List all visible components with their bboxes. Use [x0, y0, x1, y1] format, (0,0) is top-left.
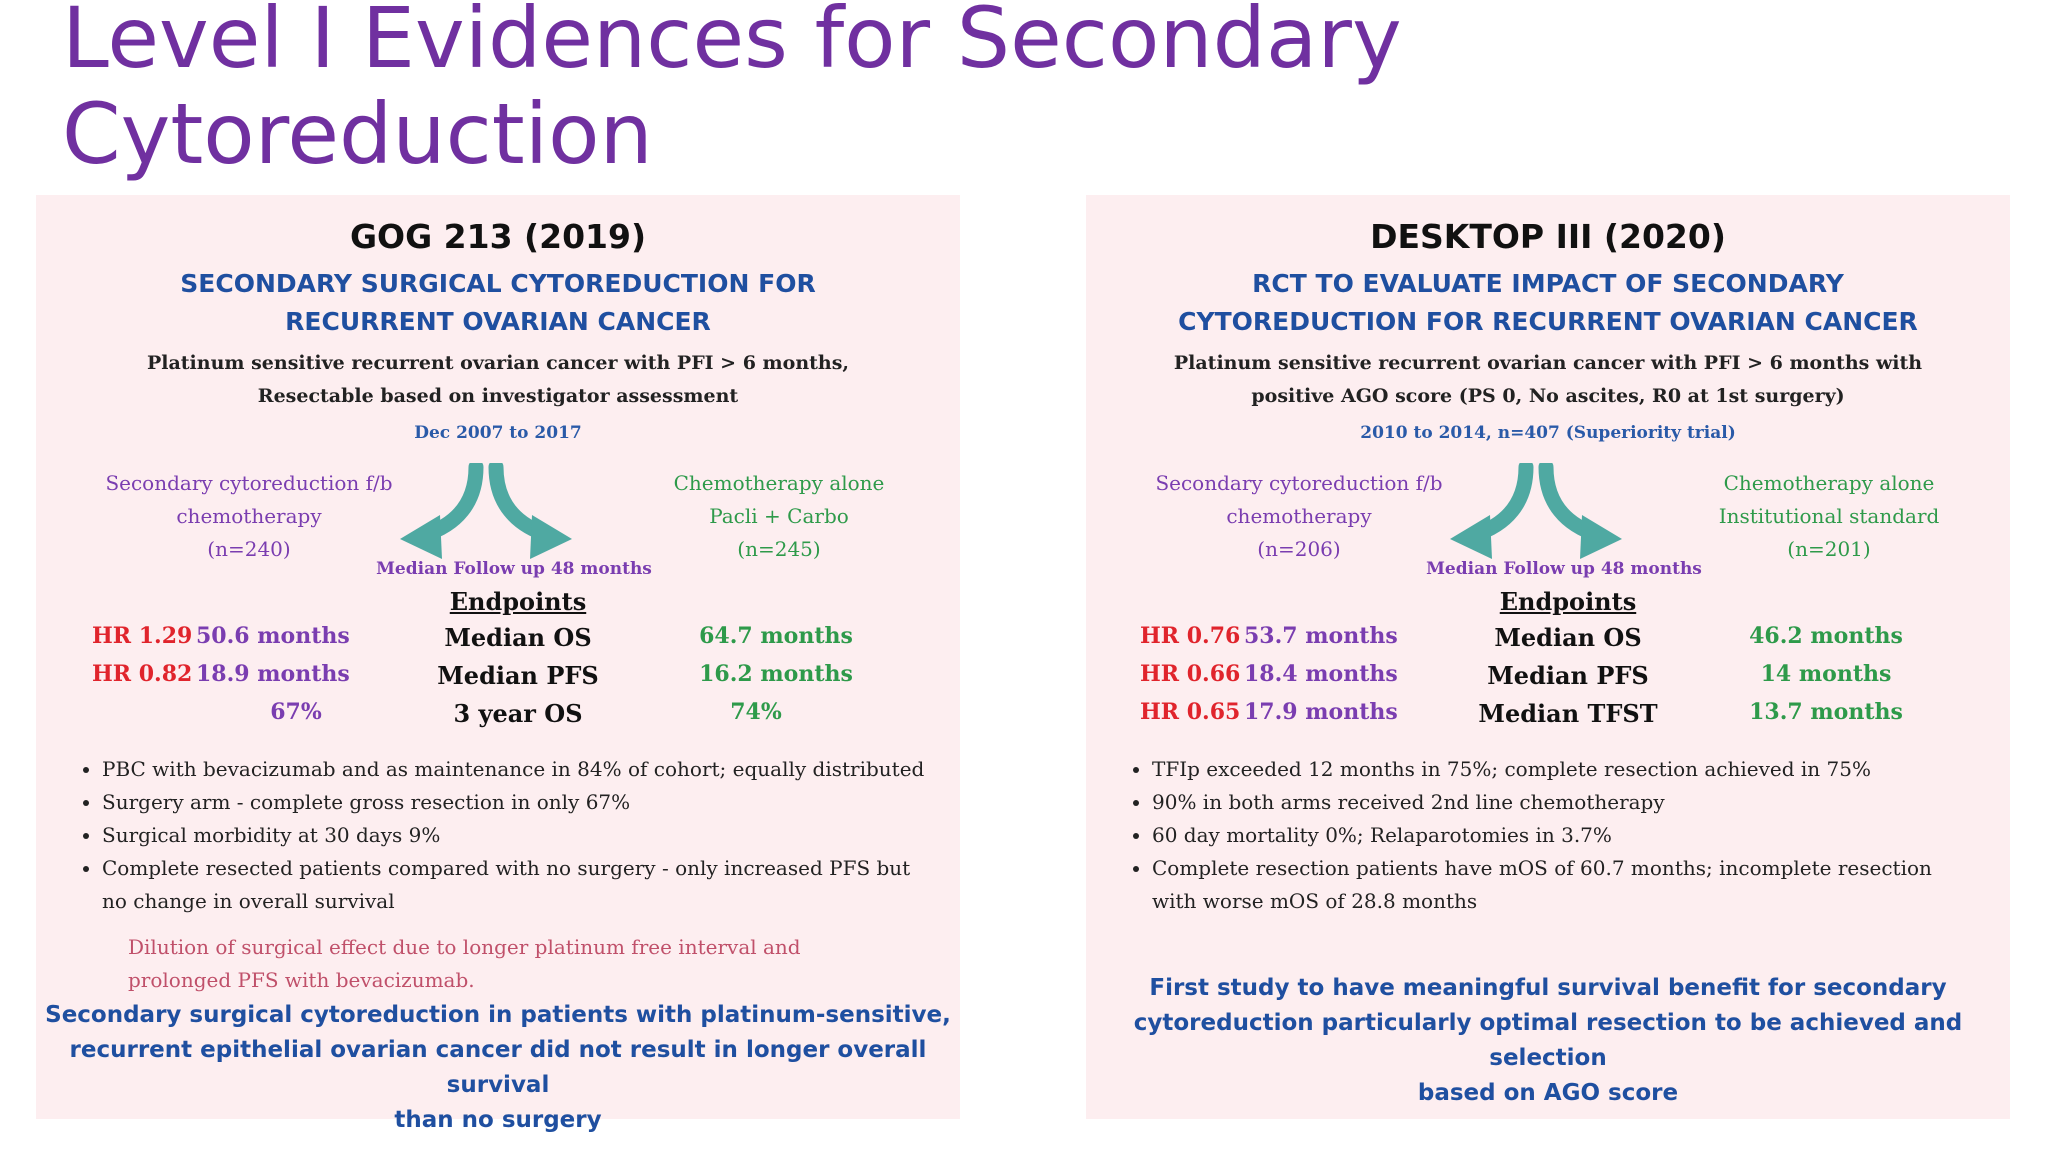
chemo-arm-n: (n=245): [737, 537, 821, 561]
panel-subtitle-line1: RCT TO EVALUATE IMPACT OF SECONDARY: [1252, 269, 1844, 298]
endpoint-row: HR 0.66 18.4 months Median PFS 14 months: [1086, 661, 2010, 699]
panel-subtitle: RCT TO EVALUATE IMPACT OF SECONDARY CYTO…: [1086, 265, 2010, 341]
chemo-arm-label: Chemotherapy alone Pacli + Carbo (n=245): [614, 467, 944, 566]
list-item: Complete resection patients have mOS of …: [1152, 852, 1982, 918]
endpoint-name: Median TFST: [1478, 699, 1658, 728]
eligibility-line2: Resectable based on investigator assessm…: [257, 385, 739, 407]
chemo-arm-line1: Chemotherapy alone: [673, 471, 885, 495]
chemo-value: 64.7 months: [699, 623, 853, 649]
panel-subtitle: SECONDARY SURGICAL CYTOREDUCTION FOR REC…: [36, 265, 960, 341]
study-period: 2010 to 2014, n=407 (Superiority trial): [1360, 423, 1736, 443]
chemo-value: 14 months: [1760, 661, 1892, 687]
followup-label: Median Follow up 48 months: [376, 559, 652, 579]
endpoint-name: Median OS: [1494, 623, 1642, 652]
endpoints-heading: Endpoints: [1499, 587, 1637, 616]
list-item: Surgery arm - complete gross resection i…: [102, 786, 932, 819]
endpoint-row: HR 0.65 17.9 months Median TFST 13.7 mon…: [1086, 699, 2010, 737]
endpoint-name: Median PFS: [1487, 661, 1649, 690]
slide-title-line2: Cytoreduction: [62, 85, 653, 183]
chemo-arm-line1: Chemotherapy alone: [1723, 471, 1935, 495]
endpoint-row: 67% 3 year OS 74%: [36, 699, 960, 737]
split-arrows-icon: [1450, 463, 1622, 559]
conclusion-text: Secondary surgical cytoreduction in pati…: [36, 998, 960, 1138]
surgery-arm-line2: chemotherapy: [176, 504, 322, 528]
gog213-panel: GOG 213 (2019) SECONDARY SURGICAL CYTORE…: [36, 195, 960, 1133]
surgery-arm-n: (n=206): [1257, 537, 1341, 561]
surgery-value: 18.4 months: [1244, 661, 1398, 687]
surgery-value: 53.7 months: [1244, 623, 1398, 649]
eligibility-line1: Platinum sensitive recurrent ovarian can…: [1173, 352, 1923, 374]
eligibility-text: Platinum sensitive recurrent ovarian can…: [36, 347, 960, 413]
conclusion-line3: than no surgery: [394, 1107, 602, 1133]
endpoint-row: HR 1.29 50.6 months Median OS 64.7 month…: [36, 623, 960, 661]
endpoint-row: HR 0.76 53.7 months Median OS 46.2 month…: [1086, 623, 2010, 661]
panel-title: GOG 213 (2019): [349, 217, 647, 256]
note-line2: prolonged PFS with bevacizumab.: [128, 968, 475, 992]
conclusion-line2: cytoreduction particularly optimal resec…: [1133, 1010, 1963, 1071]
eligibility-text: Platinum sensitive recurrent ovarian can…: [1086, 347, 2010, 413]
eligibility-line2: positive AGO score (PS 0, No ascites, R0…: [1251, 385, 1845, 407]
surgery-arm-n: (n=240): [207, 537, 291, 561]
endpoint-name: Median PFS: [437, 661, 599, 690]
list-item: Complete resected patients compared with…: [102, 852, 932, 918]
surgery-arm-label: Secondary cytoreduction f/b chemotherapy…: [1134, 467, 1464, 566]
conclusion-line1: Secondary surgical cytoreduction in pati…: [45, 1002, 951, 1028]
chemo-arm-label: Chemotherapy alone Institutional standar…: [1664, 467, 1994, 566]
list-item: PBC with bevacizumab and as maintenance …: [102, 753, 932, 786]
surgery-arm-line2: chemotherapy: [1226, 504, 1372, 528]
followup-label: Median Follow up 48 months: [1426, 559, 1702, 579]
panel-subtitle-line2: RECURRENT OVARIAN CANCER: [285, 307, 711, 336]
hazard-ratio: HR 0.66: [1140, 661, 1241, 687]
eligibility-line1: Platinum sensitive recurrent ovarian can…: [146, 352, 850, 374]
hazard-ratio: HR 0.82: [92, 661, 193, 687]
endpoint-name: Median OS: [444, 623, 592, 652]
panel-subtitle-line1: SECONDARY SURGICAL CYTOREDUCTION FOR: [180, 269, 816, 298]
slide-title: Level I Evidences for Secondary Cytoredu…: [62, 0, 1402, 182]
panel-subtitle-line2: CYTOREDUCTION FOR RECURRENT OVARIAN CANC…: [1178, 307, 1918, 336]
chemo-arm-n: (n=201): [1787, 537, 1871, 561]
conclusion-line1: First study to have meaningful survival …: [1149, 975, 1947, 1001]
list-item: 60 day mortality 0%; Relaparotomies in 3…: [1152, 819, 1982, 852]
split-arrows-icon: [400, 463, 572, 559]
chemo-value: 13.7 months: [1749, 699, 1903, 725]
list-item: 90% in both arms received 2nd line chemo…: [1152, 786, 1982, 819]
list-item: TFIp exceeded 12 months in 75%; complete…: [1152, 753, 1982, 786]
chemo-value: 46.2 months: [1749, 623, 1903, 649]
slide-title-line1: Level I Evidences for Secondary: [62, 0, 1402, 87]
surgery-arm-line1: Secondary cytoreduction f/b: [105, 471, 393, 495]
list-item: Surgical morbidity at 30 days 9%: [102, 819, 932, 852]
hazard-ratio: HR 1.29: [92, 623, 193, 649]
note-line1: Dilution of surgical effect due to longe…: [128, 935, 801, 959]
conclusion-line2: recurrent epithelial ovarian cancer did …: [69, 1037, 927, 1098]
chemo-arm-line2: Pacli + Carbo: [709, 504, 849, 528]
endpoints-heading: Endpoints: [449, 587, 587, 616]
conclusion-text: First study to have meaningful survival …: [1086, 971, 2010, 1111]
chemo-value: 16.2 months: [699, 661, 853, 687]
chemo-value: 74%: [730, 699, 782, 725]
interpretation-note: Dilution of surgical effect due to longe…: [128, 931, 928, 997]
desktop3-panel: DESKTOP III (2020) RCT TO EVALUATE IMPAC…: [1086, 195, 2010, 1119]
surgery-value: 67%: [270, 699, 322, 725]
hazard-ratio: HR 0.65: [1140, 699, 1241, 725]
endpoint-name: 3 year OS: [453, 699, 583, 728]
findings-list: PBC with bevacizumab and as maintenance …: [74, 753, 932, 918]
hazard-ratio: HR 0.76: [1140, 623, 1241, 649]
surgery-value: 18.9 months: [196, 661, 350, 687]
surgery-arm-label: Secondary cytoreduction f/b chemotherapy…: [84, 467, 414, 566]
surgery-value: 17.9 months: [1244, 699, 1398, 725]
study-period: Dec 2007 to 2017: [414, 423, 582, 443]
surgery-arm-line1: Secondary cytoreduction f/b: [1155, 471, 1443, 495]
surgery-value: 50.6 months: [196, 623, 350, 649]
conclusion-line3: based on AGO score: [1417, 1080, 1679, 1106]
endpoint-row: HR 0.82 18.9 months Median PFS 16.2 mont…: [36, 661, 960, 699]
findings-list: TFIp exceeded 12 months in 75%; complete…: [1124, 753, 1982, 918]
panel-title: DESKTOP III (2020): [1370, 217, 1726, 256]
chemo-arm-line2: Institutional standard: [1718, 504, 1940, 528]
